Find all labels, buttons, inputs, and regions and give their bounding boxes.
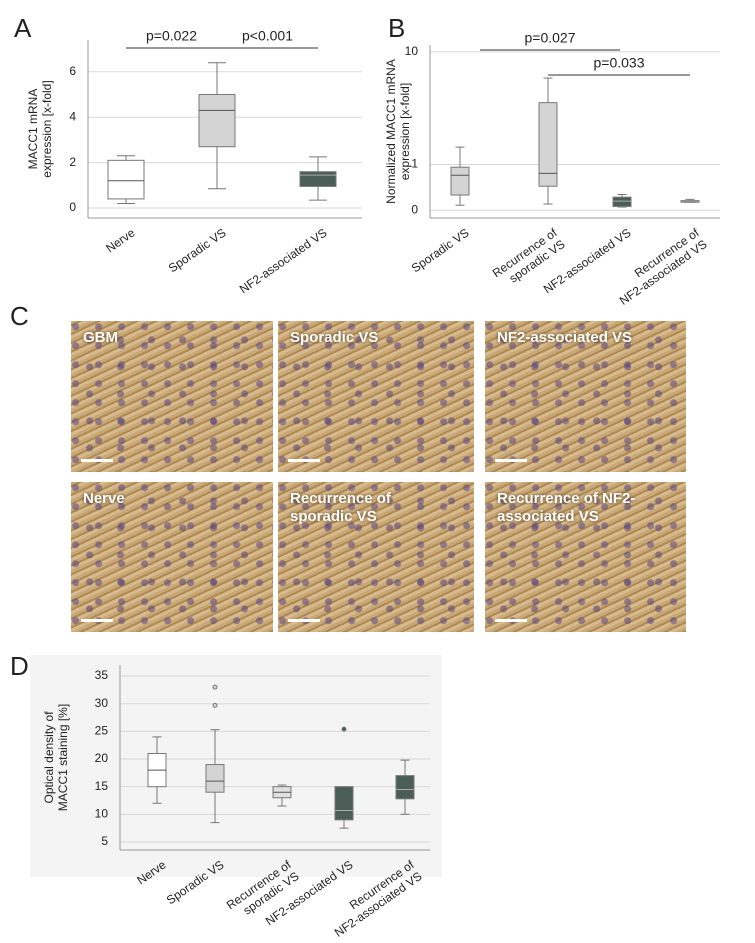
panel-d-background bbox=[30, 655, 442, 877]
x-tick-label: Sporadic VS bbox=[166, 226, 229, 276]
y-tick-label: 10 bbox=[405, 44, 419, 58]
panel-letter: B bbox=[388, 13, 405, 43]
outlier bbox=[212, 702, 218, 708]
y-tick-label: 0 bbox=[411, 202, 418, 216]
label-line: associated VS bbox=[497, 508, 599, 525]
label-line: Nerve bbox=[83, 490, 125, 507]
y-tick-label: 4 bbox=[69, 109, 76, 123]
box bbox=[538, 102, 558, 187]
y-tick-label: 15 bbox=[95, 779, 109, 793]
label-line: sporadic VS bbox=[290, 508, 377, 525]
scale-bar bbox=[495, 619, 527, 622]
label-line: Sporadic VS bbox=[290, 329, 379, 346]
panel-letter: A bbox=[14, 13, 32, 43]
panel-letter: C bbox=[10, 301, 29, 331]
y-axis-label: Normalized MACC1 mRNA expression [x-fold] bbox=[384, 59, 412, 204]
y-tick-label: 20 bbox=[95, 751, 109, 765]
micrograph: Sporadic VS bbox=[278, 321, 474, 472]
label-line: NF2-associated VS bbox=[497, 329, 633, 346]
scale-bar bbox=[81, 459, 113, 462]
y-axis-label: MACC1 mRNA expression [x-fold] bbox=[26, 80, 54, 177]
y-tick-label: 0 bbox=[69, 200, 76, 214]
micrograph-label: Recurrence of NF2- associated VS bbox=[497, 490, 635, 526]
micrograph-label: GBM bbox=[83, 329, 118, 347]
y-label-line: MACC1 mRNA bbox=[26, 89, 40, 170]
box bbox=[198, 93, 236, 148]
micrograph: NF2-associated VS bbox=[485, 321, 686, 472]
y-axis-label: Optical density of MACC1 staining [%] bbox=[42, 704, 70, 811]
x-tick-label: Nerve bbox=[103, 225, 138, 255]
y-label-line: Normalized MACC1 mRNA bbox=[384, 59, 398, 204]
category-label: Nerve bbox=[103, 225, 138, 255]
y-tick-label: 35 bbox=[95, 668, 109, 682]
label-line: Recurrence of bbox=[290, 490, 391, 507]
micrograph-label: Recurrence of sporadic VS bbox=[290, 490, 391, 526]
label-line: Recurrence of NF2- bbox=[497, 490, 636, 507]
label-line: GBM bbox=[83, 329, 118, 346]
y-tick-label: 25 bbox=[95, 724, 109, 738]
box bbox=[107, 159, 145, 200]
y-label-line: expression [x-fold] bbox=[40, 80, 54, 177]
box bbox=[612, 196, 632, 207]
micrograph: Recurrence of sporadic VS bbox=[278, 482, 474, 632]
p-value: p=0.027 bbox=[525, 30, 576, 46]
y-tick-label: 1 bbox=[411, 157, 418, 171]
y-label-line: expression [x-fold] bbox=[398, 83, 412, 180]
micrograph: Recurrence of NF2- associated VS bbox=[485, 482, 686, 632]
scale-bar bbox=[81, 619, 113, 622]
micrograph: Nerve bbox=[71, 482, 273, 632]
micrograph-label: Sporadic VS bbox=[290, 329, 378, 347]
p-value: p<0.001 bbox=[242, 28, 293, 44]
outlier bbox=[341, 726, 347, 732]
category-label: NF2-associated VS bbox=[237, 226, 330, 297]
scale-bar bbox=[288, 619, 320, 622]
category-label: Sporadic VS bbox=[409, 226, 472, 276]
outlier bbox=[212, 684, 218, 690]
y-label-line: Optical density of bbox=[42, 711, 56, 804]
y-tick-label: 2 bbox=[69, 155, 76, 169]
box bbox=[450, 166, 470, 196]
micrograph-label: NF2-associated VS bbox=[497, 329, 632, 347]
micrograph: GBM bbox=[71, 321, 273, 472]
micrograph-label: Nerve bbox=[83, 490, 125, 508]
y-tick-label: 10 bbox=[95, 806, 109, 820]
panel-letter: D bbox=[10, 651, 29, 681]
y-tick-label: 5 bbox=[101, 834, 108, 848]
y-tick-label: 6 bbox=[69, 64, 76, 78]
p-value: p=0.033 bbox=[594, 55, 645, 71]
box bbox=[395, 775, 415, 800]
x-tick-label: NF2-associated VS bbox=[237, 226, 330, 297]
box bbox=[205, 764, 225, 793]
box bbox=[299, 171, 337, 187]
y-tick-label: 30 bbox=[95, 696, 109, 710]
scale-bar bbox=[495, 459, 527, 462]
p-value: p=0.022 bbox=[146, 28, 197, 44]
category-label: Sporadic VS bbox=[166, 226, 229, 276]
scale-bar bbox=[288, 459, 320, 462]
box bbox=[334, 786, 354, 821]
y-label-line: MACC1 staining [%] bbox=[56, 704, 70, 811]
x-tick-label: Sporadic VS bbox=[409, 226, 472, 276]
